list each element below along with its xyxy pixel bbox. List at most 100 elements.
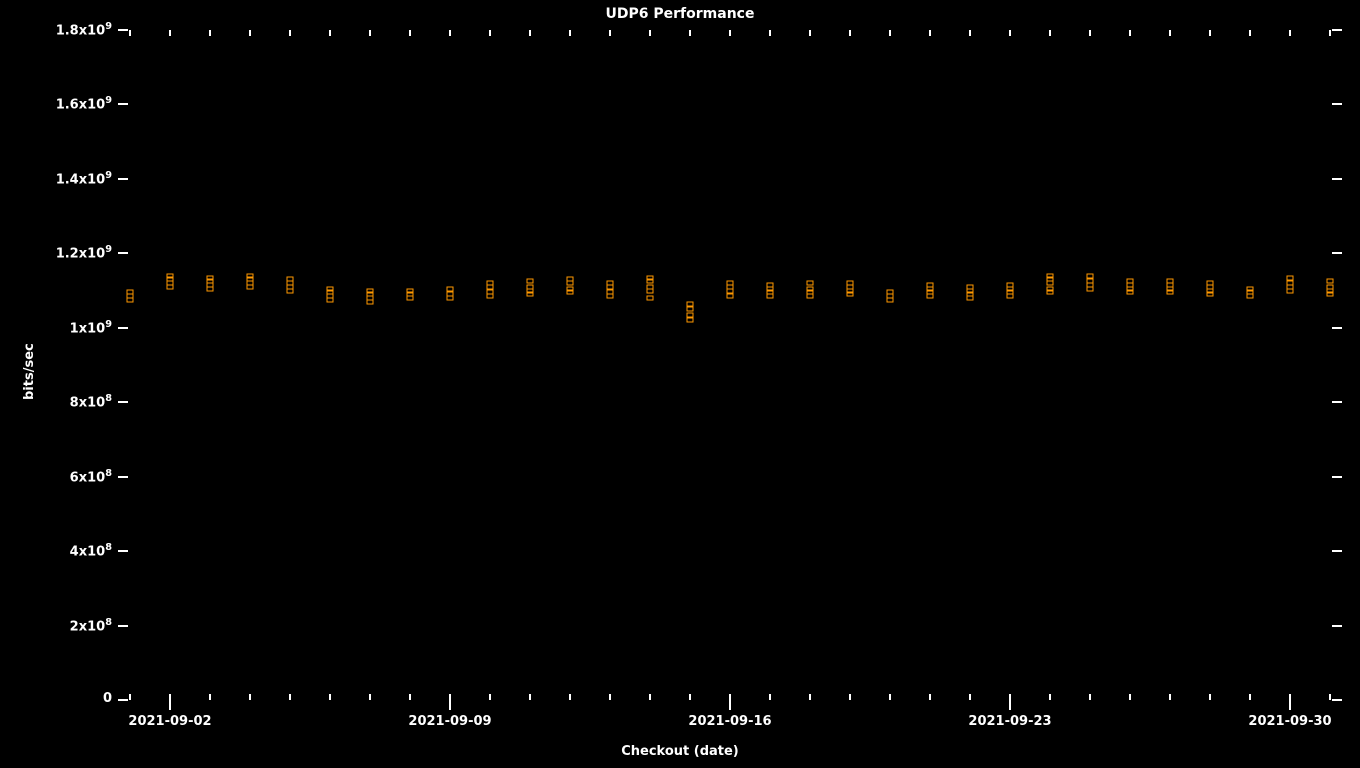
data-point: [447, 286, 454, 291]
data-point: [687, 318, 694, 323]
x-minor-tick-bottom: [249, 694, 251, 700]
x-minor-tick-top: [729, 30, 731, 36]
y-tick-mark: [118, 327, 128, 329]
x-minor-tick-top: [929, 30, 931, 36]
x-minor-tick-top: [209, 30, 211, 36]
data-point: [1207, 281, 1214, 286]
y-tick-mark-right: [1332, 178, 1342, 180]
data-point: [767, 282, 774, 287]
x-minor-tick-bottom: [1089, 694, 1091, 700]
x-major-tick: [1009, 700, 1011, 710]
y-tick-mark: [118, 29, 128, 31]
y-tick-label: 1.8x109: [56, 21, 112, 38]
y-tick-mark-right: [1332, 550, 1342, 552]
x-minor-tick-bottom: [689, 694, 691, 700]
data-point: [287, 277, 294, 282]
x-minor-tick-bottom: [649, 694, 651, 700]
data-point: [1327, 279, 1334, 284]
x-minor-tick-top: [1249, 30, 1251, 36]
x-minor-tick-bottom: [129, 694, 131, 700]
y-tick-mark: [118, 476, 128, 478]
x-minor-tick-bottom: [1129, 694, 1131, 700]
y-tick-label: 1.4x109: [56, 170, 112, 187]
y-tick-mark-right: [1332, 103, 1342, 105]
y-tick-label: 1x109: [70, 319, 112, 336]
x-minor-tick-top: [1089, 30, 1091, 36]
data-point: [847, 281, 854, 286]
x-minor-tick-top: [369, 30, 371, 36]
x-minor-tick-top: [1209, 30, 1211, 36]
x-minor-tick-top: [1329, 30, 1331, 36]
y-tick-mark-right: [1332, 625, 1342, 627]
y-tick-mark: [118, 625, 128, 627]
y-tick-label: 1.2x109: [56, 244, 112, 261]
data-point: [1087, 273, 1094, 278]
x-minor-tick-bottom: [969, 694, 971, 700]
x-minor-tick-bottom: [1249, 694, 1251, 700]
x-minor-tick-top: [489, 30, 491, 36]
y-tick-mark: [118, 252, 128, 254]
y-tick-label: 6x108: [70, 468, 112, 485]
data-point: [607, 281, 614, 286]
data-point: [247, 273, 254, 278]
x-minor-tick-top: [1129, 30, 1131, 36]
y-axis-label: bits/sec: [22, 343, 37, 400]
data-point: [567, 286, 574, 291]
y-tick-mark: [118, 103, 128, 105]
y-tick-label: 0: [103, 691, 112, 706]
x-minor-tick-bottom: [209, 694, 211, 700]
data-point: [1247, 286, 1254, 291]
data-point: [727, 281, 734, 286]
x-tick-label: 2021-09-02: [128, 714, 211, 729]
x-axis-label: Checkout (date): [0, 744, 1360, 759]
x-minor-tick-top: [1009, 30, 1011, 36]
y-tick-mark-right: [1332, 29, 1342, 31]
data-point: [687, 312, 694, 317]
x-tick-label: 2021-09-23: [968, 714, 1051, 729]
data-point: [647, 284, 654, 289]
data-point: [807, 281, 814, 286]
data-point: [1007, 282, 1014, 287]
x-minor-tick-top: [249, 30, 251, 36]
data-point: [887, 290, 894, 295]
x-minor-tick-bottom: [569, 694, 571, 700]
data-point: [607, 290, 614, 295]
data-point: [1167, 279, 1174, 284]
x-minor-tick-top: [169, 30, 171, 36]
data-point: [1047, 273, 1054, 278]
x-minor-tick-top: [609, 30, 611, 36]
data-point: [527, 284, 534, 289]
x-minor-tick-bottom: [769, 694, 771, 700]
x-minor-tick-bottom: [409, 694, 411, 700]
x-minor-tick-top: [1289, 30, 1291, 36]
y-tick-label: 4x108: [70, 542, 112, 559]
y-tick-mark-right: [1332, 476, 1342, 478]
data-point: [807, 286, 814, 291]
x-minor-tick-top: [1049, 30, 1051, 36]
x-minor-tick-top: [649, 30, 651, 36]
data-point: [447, 292, 454, 297]
data-point: [647, 275, 654, 280]
x-minor-tick-top: [569, 30, 571, 36]
y-tick-mark-right: [1332, 327, 1342, 329]
x-minor-tick-top: [849, 30, 851, 36]
x-minor-tick-top: [529, 30, 531, 36]
y-tick-mark-right: [1332, 252, 1342, 254]
x-minor-tick-bottom: [609, 694, 611, 700]
data-point: [1287, 275, 1294, 280]
data-point: [487, 281, 494, 286]
data-point: [327, 286, 334, 291]
x-minor-tick-top: [289, 30, 291, 36]
x-tick-label: 2021-09-30: [1248, 714, 1331, 729]
x-minor-tick-bottom: [809, 694, 811, 700]
y-tick-label: 8x108: [70, 393, 112, 410]
y-tick-mark: [118, 699, 128, 701]
x-minor-tick-bottom: [849, 694, 851, 700]
y-tick-mark-right: [1332, 401, 1342, 403]
data-point: [727, 294, 734, 299]
data-point: [167, 273, 174, 278]
x-minor-tick-top: [809, 30, 811, 36]
x-minor-tick-top: [129, 30, 131, 36]
data-point: [927, 282, 934, 287]
y-tick-mark: [118, 550, 128, 552]
